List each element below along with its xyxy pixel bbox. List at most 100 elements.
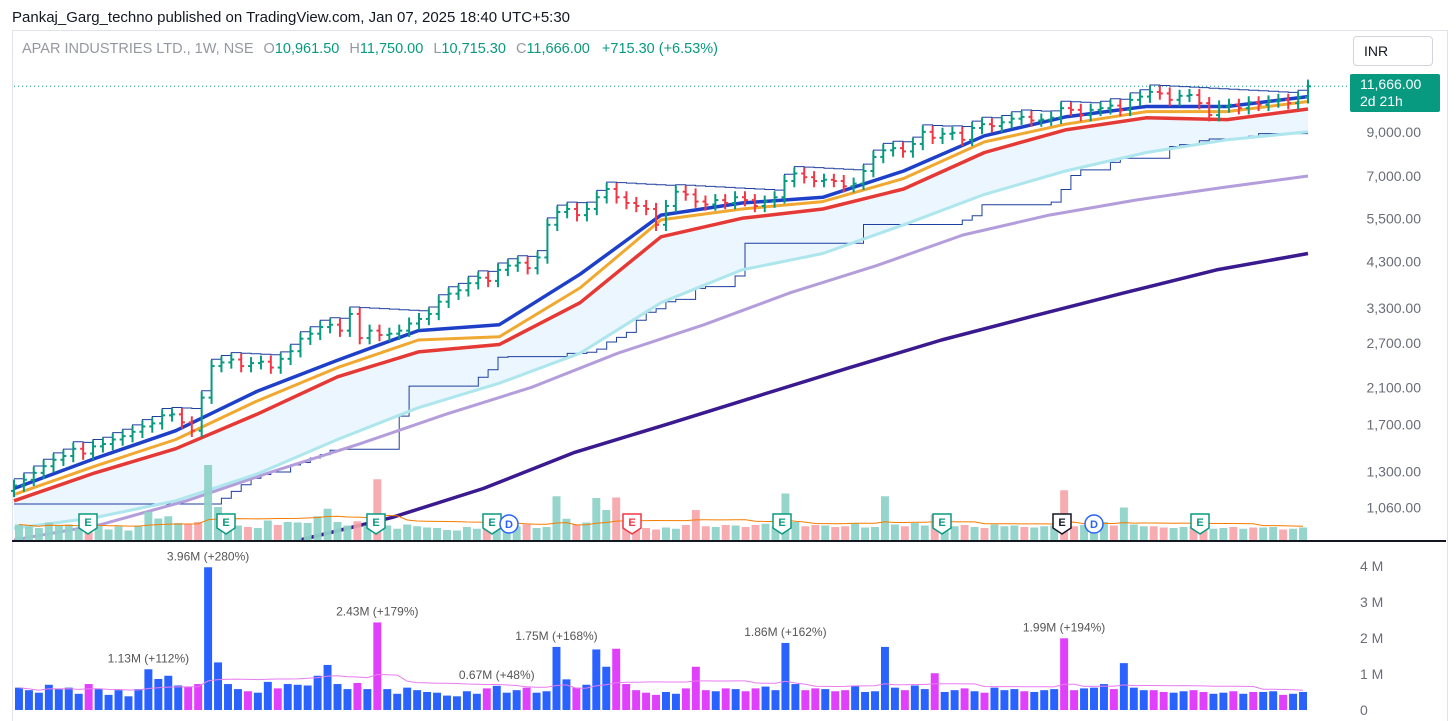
envelope-band (14, 109, 1308, 529)
volume-bar (751, 688, 760, 710)
dividend-badge-shape (1084, 514, 1104, 534)
ohlc-bar (1186, 88, 1193, 103)
overlay-volume-bar (841, 526, 850, 540)
volume-bar (263, 681, 272, 710)
ohlc-bar (850, 177, 857, 193)
volume-bar (622, 684, 631, 710)
overlay-volume-bar (662, 527, 670, 540)
earnings-badge-text: E (1058, 517, 1065, 529)
overlay-volume-bar (1269, 527, 1278, 540)
overlay-volume-bar (1299, 527, 1307, 540)
overlay-volume-bar (940, 527, 949, 540)
publisher-line: Pankaj_Garg_techno published on TradingV… (12, 9, 571, 26)
ohlc-bar (544, 218, 551, 264)
ohlc-bar (60, 449, 67, 467)
overlay-volume-bar (353, 521, 362, 540)
ohlc-bar (1196, 88, 1203, 110)
overlay-volume-bar (243, 527, 252, 540)
overlay-volume-bar (612, 497, 621, 540)
ohlc-bar (11, 479, 17, 498)
volume-bar (233, 689, 242, 710)
ohlc-bar (415, 312, 422, 330)
volume-bar (303, 685, 312, 710)
ohlc-bar (524, 256, 531, 275)
overlay-volume-bar (1109, 525, 1118, 540)
overlay-volume-bar (890, 524, 899, 540)
overlay-volume-bar (761, 523, 770, 540)
earnings-marker: E (622, 513, 642, 535)
ema-mid-line (13, 100, 1309, 497)
volume-bar (502, 692, 511, 710)
volume-bar (1030, 691, 1039, 710)
ohlc-bar (208, 360, 215, 404)
overlay-volume-bar (1050, 525, 1059, 540)
overlay-volume-bar (990, 524, 999, 540)
volume-bar (642, 692, 651, 710)
volume-bar (1229, 691, 1238, 710)
ohlc-bar (504, 259, 511, 277)
earnings-marker: E (216, 513, 236, 535)
volume-bar (1209, 693, 1218, 710)
pane-divider[interactable] (12, 540, 1446, 542)
volume-bar (433, 692, 442, 710)
volume-bar (104, 694, 113, 710)
overlay-volume-bar (691, 510, 700, 540)
volume-pane: 1.13M (+112%) 3.96M (+280%) 2.43M (+179%) 0… (15, 549, 1307, 710)
volume-bar (1070, 690, 1079, 710)
overlay-volume-bar (462, 527, 471, 540)
volume-bar (144, 669, 153, 710)
ohlc-bar (20, 473, 27, 492)
ohlc-bar (248, 357, 255, 373)
overlay-volume-bar (1040, 526, 1049, 540)
overlay-volume-bar (313, 516, 322, 540)
volume-bar (662, 691, 670, 710)
overlay-volume-bar (343, 525, 352, 540)
dividend-badge-text: D (505, 519, 513, 531)
volume-bar (174, 685, 183, 710)
volume-bar (253, 692, 262, 710)
volume-bar (154, 679, 163, 710)
volume-bar (243, 691, 252, 710)
volume-bar (1139, 690, 1148, 710)
currency-button[interactable]: INR (1353, 36, 1433, 66)
ohlc-bar (623, 191, 630, 210)
ohlc-bar (396, 324, 403, 340)
ohlc-bar (583, 202, 590, 222)
volume-bar (612, 648, 621, 710)
earnings-marker: E (1052, 513, 1072, 535)
volume-bar (472, 693, 481, 710)
ohlc-bar (613, 182, 620, 204)
volume-bar (652, 694, 660, 710)
overlay-volume-bar (751, 525, 760, 540)
ohlc-bar (1265, 95, 1272, 112)
price-axis-label: 4,300.00 (1367, 253, 1422, 269)
ohlc-bar (169, 408, 176, 422)
volume-bar (821, 689, 830, 710)
overlay-volume-bar (652, 529, 660, 540)
ohlc-bar (771, 191, 778, 208)
low-value: 10,715.30 (441, 41, 506, 57)
earnings-badge-shape (216, 513, 236, 535)
overlay-volume-bar (1219, 528, 1228, 540)
overlay-volume-bar (741, 527, 750, 540)
overlay-volume-bar (44, 522, 53, 540)
overlay-volume-bar (423, 527, 432, 540)
overlay-volume-bar (821, 525, 830, 540)
volume-bar (1249, 691, 1258, 710)
volume-bar (1040, 690, 1049, 710)
volume-annotation: 1.13M (+112%) (108, 651, 190, 665)
price-axis-label: 1,060.00 (1367, 499, 1422, 515)
volume-bar (791, 684, 800, 710)
overlay-volume-bar (64, 524, 73, 540)
volume-bar (592, 649, 601, 710)
volume-bar (552, 646, 561, 710)
volume-bar (54, 689, 63, 710)
overlay-volume-bar (1169, 528, 1178, 540)
overlay-volume-bar (34, 528, 43, 540)
symbol-title[interactable]: APAR INDUSTRIES LTD., 1W, NSE (22, 41, 254, 57)
earnings-marker: E (772, 513, 792, 535)
price-axis-label: 9,000.00 (1367, 124, 1422, 140)
volume-bar (383, 689, 392, 710)
volume-bar (34, 692, 43, 710)
